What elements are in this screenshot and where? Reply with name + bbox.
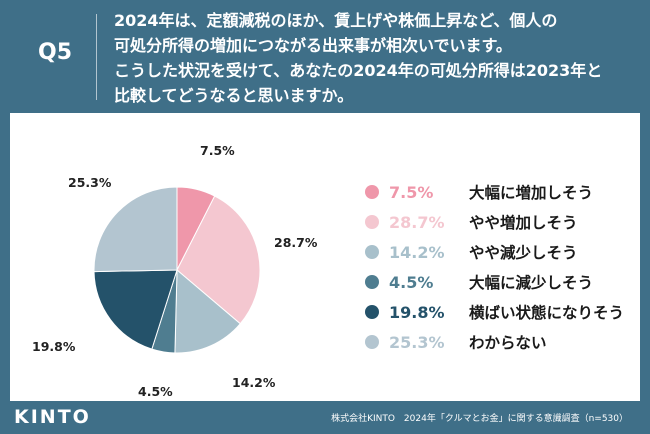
legend-item: 7.5% 大幅に増加しそう: [365, 177, 624, 207]
legend-value: 28.7%: [389, 212, 445, 232]
legend-item: 14.2% やや減少しそう: [365, 237, 624, 267]
source-note: 株式会社KINTO 2024年「クルマとお金」に関する意識調査（n=530）: [331, 414, 628, 424]
pie-percent-label: 7.5%: [200, 143, 235, 158]
legend-item: 19.8% 横ばい状態になりそう: [365, 297, 624, 327]
legend-item: 28.7% やや増加しそう: [365, 207, 624, 237]
pie-percent-label: 14.2%: [232, 375, 276, 390]
question-line: こうした状況を受けて、あなたの2024年の可処分所得は2023年と: [114, 61, 603, 80]
header-divider: [96, 14, 97, 100]
legend: 7.5% 大幅に増加しそう 28.7% やや増加しそう 14.2% やや減少しそう 4.5%…: [365, 177, 624, 357]
pie-chart: [93, 186, 261, 354]
legend-dot-icon: [365, 335, 379, 349]
legend-dot-icon: [365, 305, 379, 319]
legend-item: 4.5% 大幅に減少しそう: [365, 267, 624, 297]
legend-dot-icon: [365, 275, 379, 289]
legend-label: やや増加しそう: [469, 214, 578, 232]
legend-item: 25.3% わからない: [365, 327, 624, 357]
question-line: 可処分所得の増加につながる出来事が相次いでいます。: [114, 36, 512, 55]
legend-label: 横ばい状態になりそう: [469, 304, 625, 322]
question-line: 2024年は、定額減税のほか、賃上げや株価上昇など、個人の: [114, 11, 558, 30]
legend-label: わからない: [469, 334, 547, 352]
header: Q5 2024年は、定額減税のほか、賃上げや株価上昇など、個人の 可処分所得の増…: [0, 0, 650, 113]
legend-label: 大幅に減少しそう: [469, 274, 594, 292]
legend-dot-icon: [365, 215, 379, 229]
legend-value: 25.3%: [389, 332, 445, 352]
pie-slice: [93, 269, 178, 350]
legend-label: やや減少しそう: [469, 244, 578, 262]
pie-slice: [176, 195, 261, 325]
question-text: 2024年は、定額減税のほか、賃上げや株価上昇など、個人の 可処分所得の増加につ…: [114, 8, 644, 108]
question-line: 比較してどうなると思いますか。: [114, 86, 354, 105]
pie-slice: [93, 186, 178, 273]
legend-dot-icon: [365, 185, 379, 199]
legend-value: 4.5%: [389, 272, 434, 292]
legend-value: 19.8%: [389, 302, 445, 322]
question-number: Q5: [38, 40, 73, 65]
pie-percent-label: 4.5%: [138, 384, 173, 399]
legend-dot-icon: [365, 245, 379, 259]
legend-value: 14.2%: [389, 242, 445, 262]
legend-value: 7.5%: [389, 182, 434, 202]
legend-label: 大幅に増加しそう: [469, 184, 594, 202]
pie-slice: [174, 268, 241, 354]
kinto-logo: KINTO: [14, 406, 91, 428]
footer: KINTO 株式会社KINTO 2024年「クルマとお金」に関する意識調査（n=…: [0, 401, 650, 434]
chart-card: 7.5% 28.7% 14.2% 4.5% 19.8% 25.3% 7.5% 大幅に増加しそ…: [10, 113, 640, 401]
pie-percent-label: 28.7%: [274, 235, 318, 250]
pie-percent-label: 25.3%: [68, 175, 112, 190]
pie-percent-label: 19.8%: [32, 339, 76, 354]
